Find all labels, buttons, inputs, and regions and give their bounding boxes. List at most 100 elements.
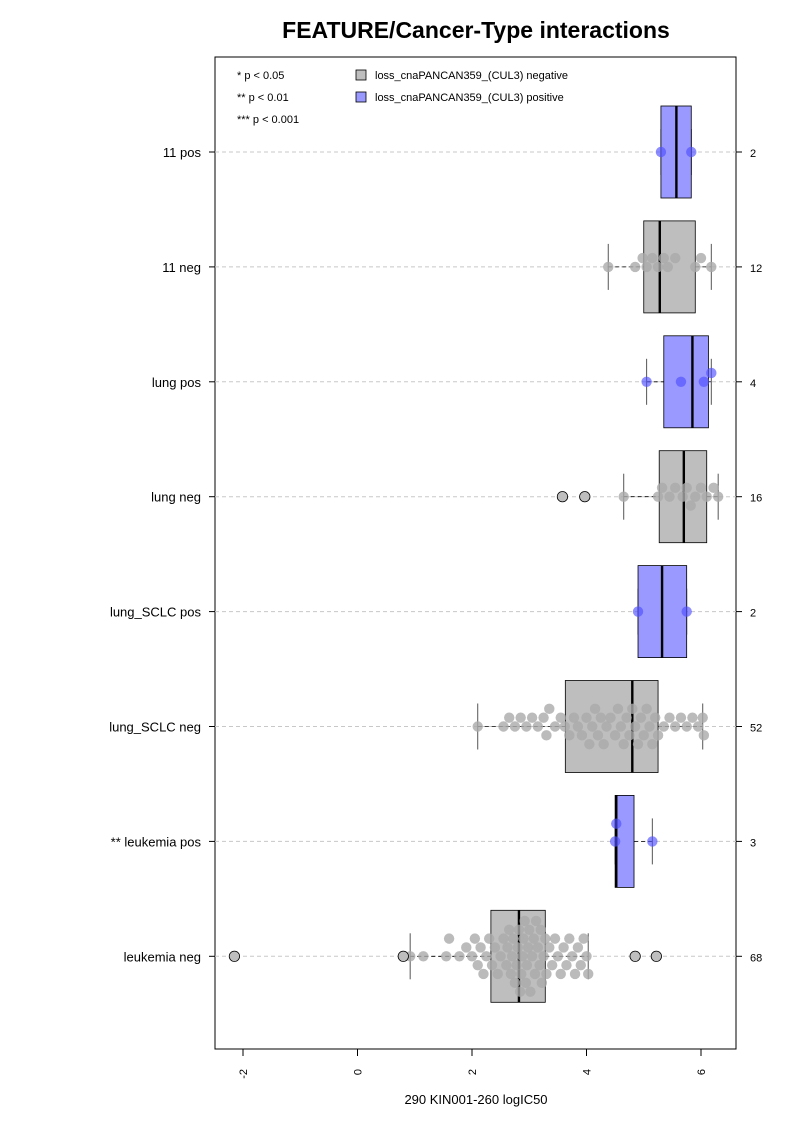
group-count: 3: [750, 837, 756, 849]
data-point: [690, 491, 701, 502]
legend-label-negative: loss_cnaPANCAN359_(CUL3) negative: [375, 70, 568, 82]
data-point: [475, 942, 486, 953]
data-point: [615, 721, 627, 732]
data-point: [576, 730, 588, 741]
data-point: [517, 951, 528, 962]
data-point: [526, 951, 538, 962]
data-point: [454, 951, 465, 962]
data-point: [504, 712, 515, 723]
data-point: [521, 959, 533, 971]
data-point: [697, 712, 708, 723]
data-point: [632, 738, 644, 750]
data-point: [515, 712, 526, 723]
data-point: [472, 959, 483, 971]
data-point: [675, 712, 687, 723]
x-axis-label: 290 KIN001-260 logIC50: [404, 1092, 547, 1107]
data-point: [489, 942, 501, 953]
data-point: [698, 730, 710, 741]
data-point: [635, 712, 647, 723]
data-point: [603, 261, 614, 273]
data-point: [698, 376, 710, 387]
x-tick-label: 4: [582, 1069, 594, 1075]
data-point: [601, 721, 612, 732]
data-point: [569, 968, 581, 980]
group-2: lung pos 4: [152, 335, 756, 429]
group-count: 12: [750, 263, 762, 275]
data-point: [701, 491, 712, 502]
data-point: [540, 933, 551, 944]
data-point: [561, 959, 572, 971]
data-point: [638, 730, 649, 741]
data-point: [512, 942, 523, 953]
data-point: [522, 942, 534, 953]
data-point: [662, 261, 673, 273]
x-tick-label: -2: [238, 1069, 250, 1079]
sig-legend-2: ** p < 0.01: [237, 92, 289, 104]
data-point: [481, 951, 492, 962]
group-label: leukemia neg: [124, 949, 201, 964]
data-point: [443, 933, 455, 944]
data-point: [529, 968, 541, 980]
data-point: [652, 730, 664, 741]
data-point: [546, 959, 558, 971]
data-point: [685, 500, 696, 511]
data-point: [541, 730, 552, 741]
series-legend: loss_cnaPANCAN359_(CUL3) negative loss_c…: [355, 69, 568, 104]
data-point: [566, 951, 578, 962]
group-7: leukemia neg 68: [124, 909, 762, 1003]
data-point: [564, 730, 575, 741]
data-point: [641, 376, 652, 387]
data-point: [521, 721, 532, 732]
data-point: [595, 712, 607, 723]
group-label: 11 neg: [162, 260, 201, 275]
legend-swatch-negative: [355, 69, 367, 81]
data-point: [681, 606, 692, 617]
data-point: [675, 376, 687, 387]
data-point: [530, 915, 542, 927]
data-point: [609, 836, 621, 847]
data-point: [483, 933, 495, 944]
data-point: [655, 146, 667, 158]
data-point: [706, 367, 717, 379]
data-point: [549, 933, 561, 944]
data-point: [687, 712, 698, 723]
group-label: lung_SCLC neg: [109, 720, 201, 735]
data-point: [578, 933, 589, 944]
data-point: [538, 951, 549, 962]
data-point: [572, 721, 584, 732]
data-point: [469, 933, 481, 944]
data-point: [498, 933, 509, 944]
data-point: [495, 951, 506, 962]
data-point: [708, 482, 719, 494]
group-4: lung_SCLC pos 2: [110, 565, 756, 658]
data-point: [652, 491, 664, 502]
data-point: [418, 951, 429, 962]
data-point: [532, 721, 544, 732]
data-point: [587, 721, 598, 732]
group-count: 16: [750, 493, 762, 505]
data-point: [441, 951, 452, 962]
data-point: [478, 968, 489, 980]
data-point: [581, 712, 592, 723]
group-6: ** leukemia pos 3: [111, 795, 756, 888]
data-point: [647, 836, 658, 847]
data-point: [658, 721, 669, 732]
group-0: 11 pos 2: [163, 105, 756, 199]
data-point: [686, 146, 697, 158]
data-point: [559, 721, 570, 732]
data-point: [647, 738, 658, 750]
data-point: [632, 606, 644, 617]
data-point: [509, 977, 521, 989]
data-point: [644, 721, 655, 732]
group-count: 2: [750, 148, 756, 160]
group-5: lung_SCLC neg 52: [109, 680, 762, 773]
data-point: [627, 703, 638, 715]
data-point: [525, 986, 536, 997]
data-point: [692, 721, 704, 732]
data-point: [611, 818, 622, 829]
data-point: [532, 942, 544, 953]
data-point: [664, 712, 675, 723]
data-point: [555, 712, 566, 723]
group-count: 52: [750, 723, 762, 735]
